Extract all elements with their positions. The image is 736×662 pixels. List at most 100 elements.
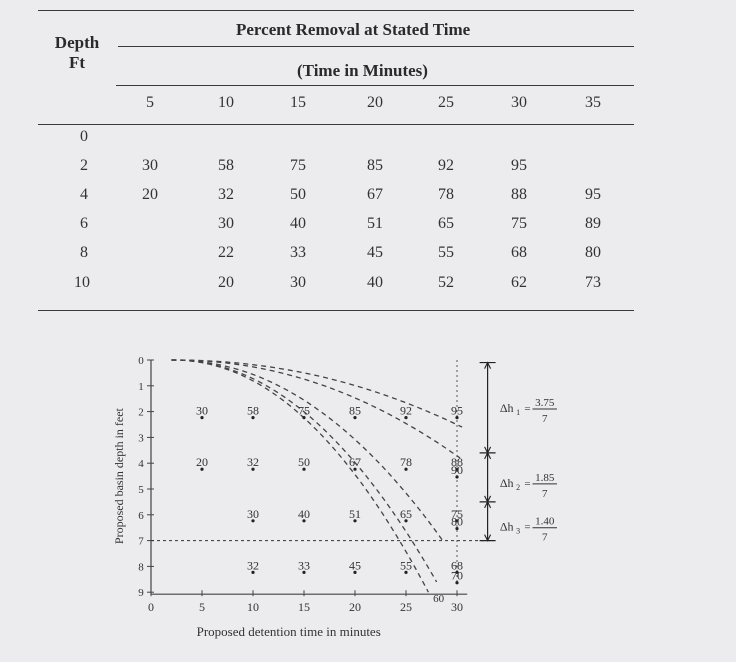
removal-curve	[171, 359, 463, 428]
delta-subscript: 3	[516, 527, 520, 536]
point-label: 75	[298, 404, 310, 418]
delta-subscript: 1	[516, 408, 520, 417]
data-point	[455, 519, 459, 523]
value-cell: 73	[585, 274, 601, 291]
point-label: 65	[400, 507, 412, 521]
value-cell: 20	[218, 274, 234, 291]
value-cell: 80	[585, 244, 601, 261]
arrow-head-icon	[484, 361, 492, 369]
removal-curve	[171, 359, 438, 583]
time-column-header: 20	[367, 94, 383, 111]
y-axis-title: Proposed basin depth in feet	[112, 407, 126, 544]
data-point	[455, 416, 459, 420]
data-point	[455, 475, 459, 479]
data-point	[353, 467, 357, 471]
y-tick-label: 6	[138, 510, 144, 522]
fraction-numerator: 1.85	[535, 472, 555, 484]
value-cell: 95	[585, 186, 601, 203]
data-point	[302, 519, 306, 523]
point-label: 40	[298, 507, 310, 521]
removal-curve	[171, 359, 461, 459]
value-cell: 62	[511, 274, 527, 291]
point-label: 70	[451, 569, 463, 583]
value-cell: 40	[367, 274, 383, 291]
y-tick-label: 0	[138, 355, 144, 367]
point-label: 95	[451, 404, 463, 418]
equals-sign: =	[524, 403, 530, 415]
point-label: 32	[247, 558, 259, 572]
point-label: 32	[247, 455, 259, 469]
data-point	[353, 570, 357, 574]
data-point	[404, 467, 408, 471]
data-point	[251, 519, 255, 523]
point-label: 88	[451, 455, 463, 469]
value-cell: 40	[290, 215, 306, 232]
point-label: 55	[400, 558, 412, 572]
data-point	[455, 581, 459, 585]
value-cell: 89	[585, 215, 601, 232]
point-label: 75	[451, 507, 463, 521]
data-point	[251, 416, 255, 420]
table-title: Percent Removal at Stated Time	[236, 20, 471, 39]
depth-header-line1: Depth	[54, 33, 100, 52]
data-point	[455, 526, 459, 531]
x-tick-label: 20	[349, 600, 361, 614]
x-tick-label: 15	[298, 600, 310, 614]
delta-symbol: Δh	[500, 401, 514, 415]
removal-curve	[171, 359, 429, 593]
point-label: 30	[247, 507, 259, 521]
data-point	[404, 519, 408, 523]
data-point	[455, 467, 459, 471]
time-column-header: 25	[438, 94, 454, 111]
time-column-header: 5	[146, 94, 154, 111]
fraction-numerator: 3.75	[535, 397, 555, 409]
data-point	[200, 467, 204, 471]
y-tick-label: 8	[138, 561, 144, 573]
point-label: 92	[400, 404, 412, 418]
value-cell: 85	[367, 157, 383, 174]
data-point	[404, 416, 408, 420]
value-cell: 50	[290, 186, 306, 203]
point-label: 67	[349, 455, 361, 469]
data-point	[251, 467, 255, 471]
data-point	[455, 570, 459, 574]
delta-symbol: Δh	[500, 476, 514, 490]
value-cell: 95	[511, 157, 527, 174]
table-top-rule	[38, 10, 634, 11]
value-cell: 75	[290, 157, 306, 174]
delta-annotation: Δh 1 = 3.75 7	[500, 397, 557, 425]
delta-annotation: Δh 3 = 1.40 7	[500, 516, 557, 544]
point-label: 78	[400, 455, 412, 469]
x-tick-label: 0	[148, 600, 154, 614]
value-cell: 32	[218, 186, 234, 203]
point-label: 85	[349, 404, 361, 418]
curve-end-label: 60	[433, 593, 445, 605]
depth-cell: 4	[80, 186, 88, 203]
value-cell: 20	[142, 186, 158, 203]
header-bottom-rule	[38, 124, 634, 125]
data-point	[353, 519, 357, 523]
depth-cell: 2	[80, 157, 88, 174]
arrow-head-icon	[484, 451, 492, 460]
fraction-denominator: 7	[542, 413, 548, 425]
depth-cell: 8	[80, 244, 88, 261]
value-cell: 78	[438, 186, 454, 203]
point-label: 33	[298, 558, 310, 572]
point-label: 58	[247, 404, 259, 418]
arrow-head-icon	[484, 500, 492, 509]
point-label: 90	[451, 463, 463, 477]
data-point	[251, 570, 255, 574]
y-tick-label: 7	[138, 536, 144, 548]
time-column-header: 35	[585, 94, 601, 111]
y-tick-label: 9	[138, 587, 144, 599]
data-point	[200, 416, 204, 420]
depth-header-line2: Ft	[68, 53, 86, 72]
x-axis-title: Proposed detention time in minutes	[197, 624, 381, 639]
fraction-numerator: 1.40	[535, 516, 555, 528]
value-cell: 55	[438, 244, 454, 261]
y-tick-label: 1	[138, 381, 144, 393]
time-column-header: 10	[218, 94, 234, 111]
data-point	[302, 416, 306, 420]
table-bottom-rule	[38, 310, 634, 311]
